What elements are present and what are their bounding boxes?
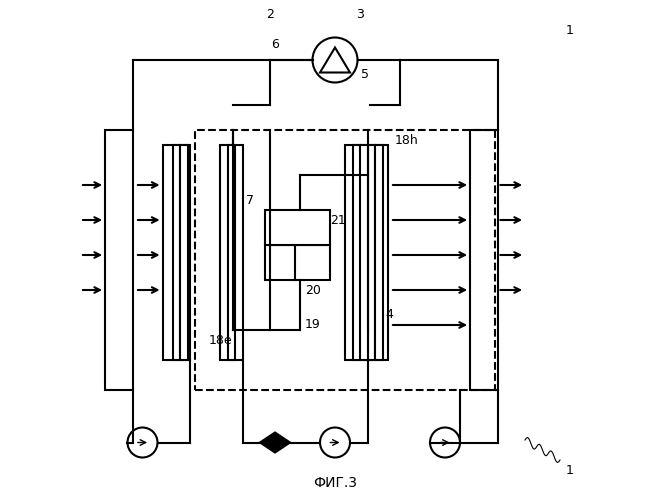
Bar bbox=[360, 145, 387, 360]
Bar bbox=[352, 145, 360, 360]
Text: ФИГ.3: ФИГ.3 bbox=[313, 476, 357, 490]
Bar bbox=[265, 245, 330, 280]
Text: 19: 19 bbox=[305, 318, 321, 332]
Bar bbox=[180, 145, 188, 360]
Text: 5: 5 bbox=[361, 68, 369, 82]
Circle shape bbox=[320, 428, 350, 458]
Text: 20: 20 bbox=[305, 284, 321, 296]
Text: 1: 1 bbox=[566, 24, 574, 36]
Bar bbox=[172, 145, 180, 360]
Text: 18h: 18h bbox=[395, 134, 419, 146]
Text: 21: 21 bbox=[330, 214, 346, 226]
Bar bbox=[345, 145, 368, 360]
Bar bbox=[105, 130, 133, 390]
Bar bbox=[220, 145, 243, 360]
Bar bbox=[265, 210, 330, 245]
Text: 4: 4 bbox=[385, 308, 393, 322]
Circle shape bbox=[430, 428, 460, 458]
Text: 1: 1 bbox=[566, 464, 574, 476]
Text: 18e: 18e bbox=[208, 334, 232, 346]
Text: 6: 6 bbox=[271, 38, 279, 52]
Text: 3: 3 bbox=[356, 8, 364, 22]
Circle shape bbox=[312, 38, 358, 82]
Bar bbox=[368, 145, 375, 360]
Circle shape bbox=[127, 428, 157, 458]
Text: 7: 7 bbox=[246, 194, 254, 206]
Text: 2: 2 bbox=[266, 8, 274, 22]
Bar bbox=[195, 130, 495, 390]
Bar bbox=[163, 145, 190, 360]
Bar bbox=[470, 130, 498, 390]
Bar bbox=[228, 145, 235, 360]
Bar bbox=[375, 145, 383, 360]
Polygon shape bbox=[260, 432, 290, 452]
